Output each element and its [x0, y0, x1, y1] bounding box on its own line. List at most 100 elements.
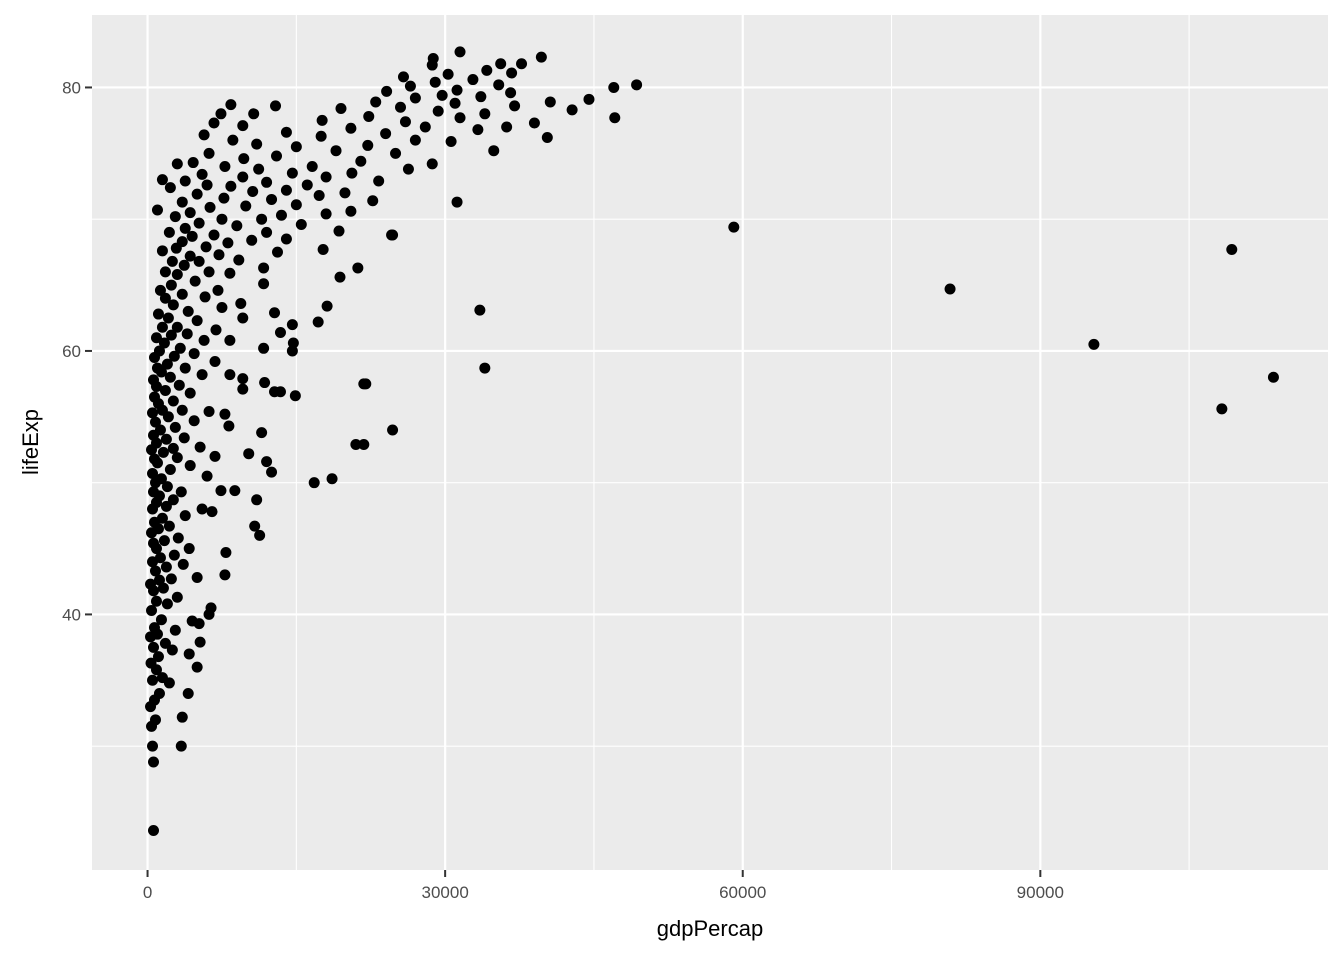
y-tick-label: 40 — [62, 605, 81, 624]
data-point — [472, 124, 484, 136]
data-point — [153, 687, 165, 699]
data-point — [286, 167, 298, 179]
data-point — [188, 348, 200, 360]
data-point — [237, 312, 249, 324]
data-point — [237, 171, 249, 183]
data-point — [290, 141, 302, 153]
data-point — [220, 547, 232, 559]
data-point — [316, 114, 328, 126]
data-point — [355, 155, 367, 167]
data-point — [313, 189, 325, 201]
x-tick-label: 0 — [143, 883, 152, 902]
data-point — [171, 158, 183, 170]
data-point — [231, 220, 243, 232]
data-point — [609, 112, 621, 124]
data-point — [151, 362, 163, 374]
data-point — [409, 92, 421, 104]
data-point — [266, 193, 278, 205]
data-point — [182, 305, 194, 317]
data-point — [488, 145, 500, 157]
data-point — [495, 58, 507, 70]
data-point — [345, 122, 357, 134]
data-point — [454, 46, 466, 58]
data-point — [171, 452, 183, 464]
data-point — [237, 373, 249, 385]
data-point — [358, 438, 370, 450]
data-point — [1088, 338, 1100, 350]
data-point — [251, 494, 263, 506]
data-point — [350, 438, 362, 450]
data-point — [320, 208, 332, 220]
data-point — [258, 342, 270, 354]
data-point — [445, 135, 457, 147]
data-point — [161, 481, 173, 493]
data-point — [193, 217, 205, 229]
data-point — [148, 374, 160, 386]
data-point — [209, 450, 221, 462]
data-point — [156, 174, 168, 186]
data-point — [173, 379, 185, 391]
data-point — [229, 485, 241, 497]
data-point — [608, 81, 620, 93]
data-point — [274, 386, 286, 398]
data-point — [203, 147, 215, 159]
data-point — [308, 477, 320, 489]
data-point — [148, 486, 160, 498]
data-point — [261, 456, 273, 468]
data-point — [219, 161, 231, 173]
data-point — [196, 369, 208, 381]
data-point — [516, 58, 528, 70]
data-point — [501, 121, 513, 133]
data-point — [326, 473, 338, 485]
data-point — [191, 315, 203, 327]
x-axis-title: gdpPercap — [657, 916, 763, 941]
data-point — [157, 446, 169, 458]
data-point — [427, 52, 439, 64]
data-point — [188, 415, 200, 427]
data-point — [169, 211, 181, 223]
data-point — [148, 622, 160, 634]
data-point — [436, 89, 448, 101]
data-point — [315, 130, 327, 142]
data-point — [155, 473, 167, 485]
data-point — [167, 442, 179, 454]
data-point — [280, 126, 292, 138]
data-point — [191, 572, 203, 584]
data-point — [167, 494, 179, 506]
data-point — [233, 254, 245, 266]
data-point — [193, 255, 205, 267]
data-point — [493, 79, 505, 91]
data-point — [189, 275, 201, 287]
data-point — [258, 262, 270, 274]
data-point — [203, 406, 215, 418]
data-point — [159, 292, 171, 304]
data-point — [339, 187, 351, 199]
data-point — [158, 535, 170, 547]
data-point — [161, 358, 173, 370]
data-point — [181, 328, 193, 340]
data-point — [147, 467, 159, 479]
data-point — [148, 756, 160, 768]
data-point — [175, 486, 187, 498]
data-point — [163, 226, 175, 238]
data-point — [728, 221, 740, 233]
data-point — [154, 424, 166, 436]
data-point — [203, 266, 215, 278]
data-point — [370, 96, 382, 108]
data-point — [175, 740, 187, 752]
data-point — [158, 337, 170, 349]
data-point — [509, 100, 521, 112]
data-point — [167, 299, 179, 311]
data-point — [249, 520, 261, 532]
data-point — [156, 512, 168, 524]
data-point — [176, 711, 188, 723]
data-point — [210, 324, 222, 336]
data-point — [166, 644, 178, 656]
data-point — [182, 687, 194, 699]
data-point — [259, 377, 271, 389]
data-point — [172, 532, 184, 544]
data-point — [387, 424, 399, 436]
data-point — [306, 161, 318, 173]
data-point — [451, 84, 463, 96]
